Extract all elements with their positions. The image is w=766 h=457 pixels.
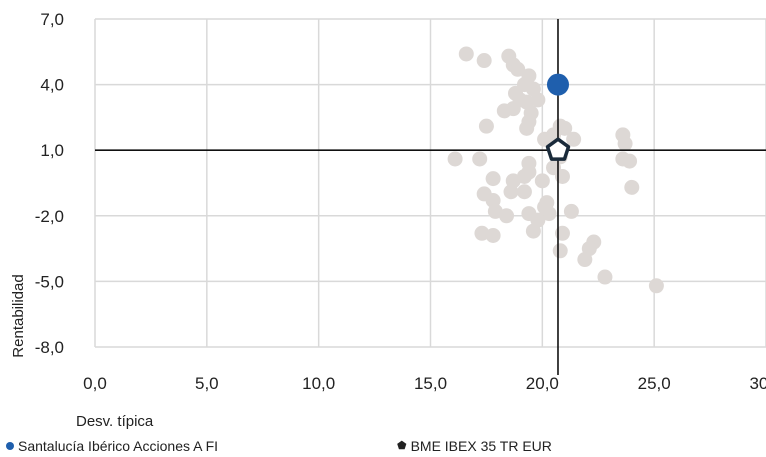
peer-point xyxy=(478,118,494,134)
peer-point xyxy=(597,269,613,285)
peer-point xyxy=(552,243,568,259)
peer-point xyxy=(557,120,573,136)
x-tick-label: 0,0 xyxy=(83,374,107,393)
peer-point xyxy=(485,171,501,187)
peer-point xyxy=(648,278,664,294)
x-tick-label: 5,0 xyxy=(195,374,219,393)
peer-point xyxy=(510,61,526,77)
legend-label-index: BME IBEX 35 TR EUR xyxy=(410,438,552,454)
legend-item-index: ⬟ BME IBEX 35 TR EUR xyxy=(397,438,552,454)
peer-point xyxy=(519,120,535,136)
x-axis-label: Desv. típica xyxy=(76,413,154,430)
peer-point xyxy=(485,227,501,243)
peer-point xyxy=(503,184,519,200)
y-tick-label: -8,0 xyxy=(35,338,64,357)
x-tick-label: 25,0 xyxy=(638,374,671,393)
y-tick-label: 4,0 xyxy=(40,76,64,95)
peer-point xyxy=(505,101,521,117)
x-tick-label: 20,0 xyxy=(526,374,559,393)
legend-marker-fund xyxy=(6,442,14,450)
peer-point xyxy=(458,46,474,62)
fund-point xyxy=(546,73,569,96)
peer-point xyxy=(563,203,579,219)
peer-point xyxy=(499,208,515,224)
y-tick-label: 7,0 xyxy=(40,10,64,29)
y-tick-label: -5,0 xyxy=(35,272,64,291)
peer-point xyxy=(476,53,492,69)
peer-point xyxy=(472,151,488,167)
x-tick-label: 30,0 xyxy=(749,374,766,393)
tick-labels: 7,0 4,0 1,0 -2,0 -5,0 -8,0 0,0 5,0 10,0 15,0 20,0 2… xyxy=(35,10,766,393)
peer-point xyxy=(447,151,463,167)
gridlines xyxy=(94,18,766,348)
x-tick-label: 15,0 xyxy=(414,374,447,393)
peer-point xyxy=(577,252,593,268)
peer-point xyxy=(525,223,541,239)
y-axis-label: Rentabilidad xyxy=(10,274,27,357)
peer-point xyxy=(617,136,633,152)
peer-point xyxy=(530,92,546,108)
highlight-points xyxy=(545,73,571,161)
peer-point xyxy=(534,173,550,189)
peer-point xyxy=(622,153,638,169)
peer-point xyxy=(541,206,557,222)
x-tick-label: 10,0 xyxy=(302,374,335,393)
legend-item-fund: Santalucía Ibérico Acciones A FI xyxy=(6,438,218,454)
peer-point xyxy=(474,225,490,241)
peer-point xyxy=(516,168,532,184)
peer-point xyxy=(566,131,582,147)
peer-point xyxy=(516,184,532,200)
peer-point xyxy=(624,179,640,195)
y-tick-label: -2,0 xyxy=(35,207,64,226)
pentagon-icon: ⬟ xyxy=(397,439,407,452)
y-tick-label: 1,0 xyxy=(40,141,64,160)
benchmark-point xyxy=(545,137,571,161)
legend-label-fund: Santalucía Ibérico Acciones A FI xyxy=(18,438,219,454)
